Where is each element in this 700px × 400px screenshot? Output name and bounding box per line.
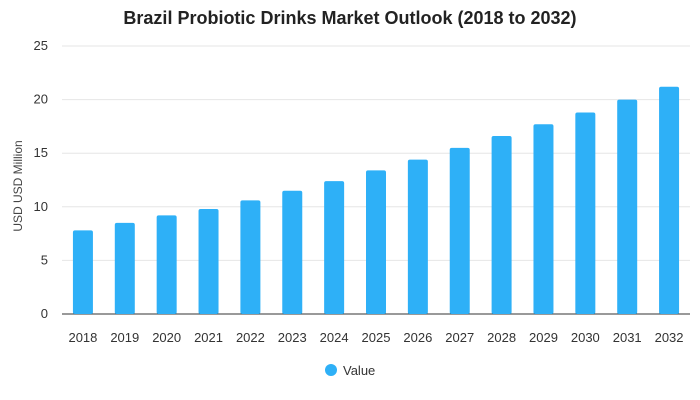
x-tick-label: 2029 <box>529 330 558 345</box>
x-tick-label: 2031 <box>613 330 642 345</box>
y-axis-label: USD USD Million <box>11 140 25 231</box>
x-tick-label: 2019 <box>110 330 139 345</box>
y-tick-label: 25 <box>34 38 48 53</box>
bar-2021[interactable] <box>198 208 219 314</box>
x-tick-label: 2021 <box>194 330 223 345</box>
bar-2019[interactable] <box>114 222 135 314</box>
x-tick-label: 2026 <box>403 330 432 345</box>
legend-marker <box>325 364 337 376</box>
bar-2023[interactable] <box>282 190 303 314</box>
bar-2028[interactable] <box>491 136 512 314</box>
x-tick-label: 2022 <box>236 330 265 345</box>
x-tick-label: 2028 <box>487 330 516 345</box>
legend-label: Value <box>343 363 375 378</box>
bar-2032[interactable] <box>659 86 680 315</box>
y-tick-label: 20 <box>34 92 48 107</box>
bar-2027[interactable] <box>449 147 470 314</box>
y-tick-label: 0 <box>41 306 48 321</box>
bar-2025[interactable] <box>366 170 386 314</box>
bar-2020[interactable] <box>156 215 177 314</box>
x-tick-label: 2025 <box>362 330 391 345</box>
x-tick-label: 2020 <box>152 330 181 345</box>
y-tick-label: 10 <box>34 199 48 214</box>
x-tick-label: 2032 <box>655 330 684 345</box>
bar-2022[interactable] <box>240 200 261 314</box>
x-tick-label: 2018 <box>68 330 97 345</box>
bar-2018[interactable] <box>72 230 93 314</box>
x-tick-label: 2027 <box>445 330 474 345</box>
bar-2031[interactable] <box>617 99 638 314</box>
bar-2030[interactable] <box>575 112 596 315</box>
legend[interactable]: Value <box>325 363 375 378</box>
bar-2026[interactable] <box>407 159 428 314</box>
x-tick-label: 2023 <box>278 330 307 345</box>
bar-layer <box>72 86 680 315</box>
y-tick-label: 15 <box>34 145 48 160</box>
bar-2029[interactable] <box>533 124 554 314</box>
x-tick-label: 2024 <box>320 330 349 345</box>
chart-title: Brazil Probiotic Drinks Market Outlook (… <box>123 8 577 28</box>
y-tick-label: 5 <box>41 252 48 267</box>
bar-2024[interactable] <box>324 181 345 314</box>
x-tick-label: 2030 <box>571 330 600 345</box>
